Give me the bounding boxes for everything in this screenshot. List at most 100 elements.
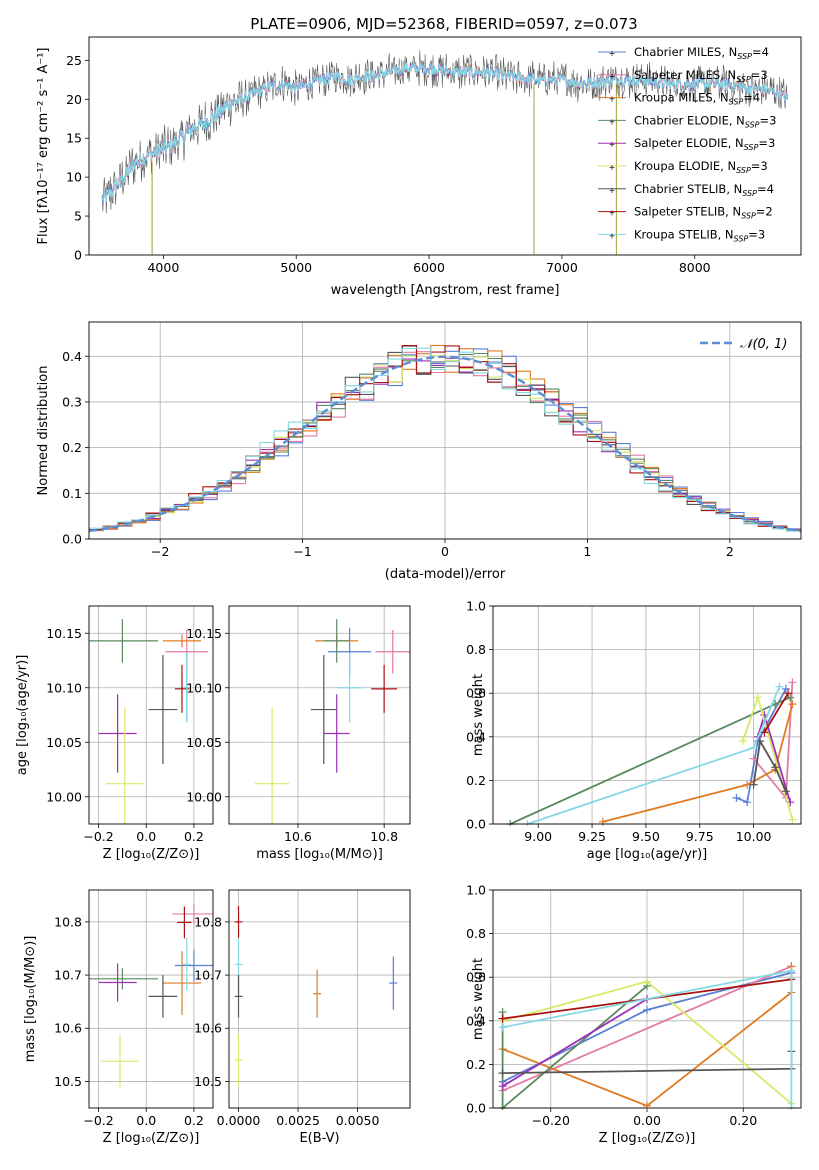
mass_vs_Z-ytick-label: 10.6 [54,1021,82,1036]
residual-legend: 𝒩(0, 1) [700,337,787,352]
mass_weight_vs_age-xtick-label: 9.25 [578,829,606,844]
mass_vs_ebv-ytick-label: 10.8 [194,914,222,929]
mass_vs_ebv-ytick-label: 10.6 [194,1021,222,1036]
mass_vs_Z-xtick-label: 0.0 [136,1113,156,1128]
age_vs_Z-frame [88,605,214,825]
mass_vs_ebv-xtick-label: 0.0050 [336,1113,380,1128]
mass_weight_vs_Z-marker-chabrier_miles [643,1005,651,1014]
mass_weight_vs_age-marker-salpeter_miles [788,678,797,687]
spectrum-legend-label: Kroupa ELODIE, NSSP=3 [634,159,768,175]
spectrum-legend-label: Kroupa STELIB, NSSP=3 [634,227,765,243]
residuals-ytick-label: 0.3 [62,394,82,409]
age_vs_Z-ytick-label: 10.00 [46,789,82,804]
mass_weight_vs_Z-xlabel: Z [log₁₀(Z/Z⊙)] [599,1131,696,1146]
mass_weight_vs_age-marker-kroupa_miles [788,700,797,709]
mass_vs_Z-ylabel: mass [log₁₀(M/M⊙)] [23,936,38,1063]
spectrum-legend-label: Chabrier ELODIE, NSSP=3 [634,113,776,129]
spectrum-legend: + Chabrier MILES, NSSP=4 + Salpeter MILES, … [598,45,776,243]
spectrum-legend-label: Salpeter MILES, NSSP=3 [634,68,768,84]
mass_vs_Z-frame [88,889,214,1109]
mass_weight_vs_Z-ytick-label: 0.6 [466,970,486,985]
age_vs_Z-ytick-label: 10.15 [46,626,82,641]
spectrum-ytick-label: 15 [66,131,82,146]
spectrum-legend-marker: + [609,186,616,195]
mass_weight_vs_age-marker-chabrier_stelib [749,780,758,789]
mass_weight_vs_age-line-kroupa_miles [602,703,794,823]
spectrum-xtick-label: 4000 [147,260,179,275]
age_vs_mass-xtick-label: 10.6 [284,829,312,844]
mass_weight_vs_age-ytick-label: 0.0 [466,817,486,832]
mass_weight_vs_age-line-chabrier_stelib [752,738,787,792]
mass_weight_vs_age-marker-kroupa_stelib [749,743,758,752]
spectrum-legend-marker: + [609,209,616,218]
mass_vs_Z-xtick-label: −0.2 [83,1113,113,1128]
mass_weight_vs_Z-marker-kroupa_stelib [787,966,796,975]
mass_weight_vs_Z-marker-kroupa_elodie [643,977,651,986]
spectrum-xtick-label: 8000 [679,260,711,275]
age_vs_Z-points [89,619,209,824]
mass_vs_Z-axes: −0.2 0.0 0.2 10.5 10.6 10.7 10.8 [54,890,213,1128]
mass_weight_vs_age-ytick-label: 0.6 [466,686,486,701]
residuals-xlabel: (data-model)/error [385,567,506,582]
mass_weight_vs_age-marker-kroupa_elodie [738,737,747,746]
mass_weight_vs_age-marker-kroupa_miles [598,817,607,826]
residuals-xtick-label: 1 [583,544,591,559]
residuals-xtick-label: 2 [726,544,734,559]
mass_weight_vs_age-marker-kroupa_elodie [788,815,797,824]
mass_weight_vs_age-marker-salpeter_miles [749,754,758,763]
age_vs_Z-xlabel: Z [log₁₀(Z/Z⊙)] [103,847,200,862]
spectrum-legend-marker: + [609,163,616,172]
mass_weight_vs_age-marker-salpeter_stelib [784,689,793,698]
mass_weight_vs_age-marker-chabrier_stelib [771,763,780,772]
mass_weight_vs_Z-marker-chabrier_stelib [498,1069,507,1078]
spectrum-legend-marker: + [609,231,616,240]
mass_weight_vs_age-axes: 9.00 9.25 9.50 9.75 10.00 0.0 0.2 0.4 0.6 0.8 1.0 [466,599,801,844]
mass_weight_vs_Z-line-salpeter_miles [502,965,792,1092]
mass_weight_vs_age-line-salpeter_stelib [763,692,789,733]
mass_weight_vs_age-marker-chabrier_elodie [786,693,795,702]
mass_weight_vs_Z-line-salpeter_elodie [502,998,648,1087]
spectrum-legend-marker: + [609,95,616,104]
figure-title: PLATE=0906, MJD=52368, FIBERID=0597, z=0… [250,15,637,33]
spectrum-ytick-label: 25 [66,53,82,68]
gaussian-curve [89,355,801,533]
mass_vs_ebv-axes: 0.0000 0.0025 0.0050 10.5 10.6 10.7 10.8 [194,890,410,1128]
mass_weight_vs_age-marker-chabrier_miles [743,798,752,807]
residuals-ytick-label: 0.0 [62,532,82,547]
mass_weight_vs_age-xtick-label: 9.75 [686,829,714,844]
mass_vs_ebv-ytick-label: 10.5 [194,1074,222,1089]
age_vs_Z-ytick-label: 10.05 [46,735,82,750]
mass_weight_vs_age-ylabel: mass weight [471,674,486,756]
mass_weight_vs_Z-xtick-label: 0.00 [633,1113,661,1128]
spectrum-legend-label: Salpeter STELIB, NSSP=2 [634,205,773,221]
spectrum-legend-label: Salpeter ELODIE, NSSP=3 [634,136,775,152]
age_vs_mass-xtick-label: 10.8 [370,829,398,844]
spectrum-legend-marker: + [609,140,616,149]
mass_weight_vs_Z-marker-kroupa_miles [643,1101,651,1110]
mass_vs_Z-ytick-label: 10.8 [54,914,82,929]
age_vs_Z-ytick-label: 10.10 [46,680,82,695]
mass_weight_vs_age-ytick-label: 0.2 [466,773,486,788]
mass_weight_vs_Z-series [498,962,796,1110]
mass_weight_vs_Z-marker-salpeter_stelib [498,1014,507,1023]
mass_vs_Z-ytick-label: 10.5 [54,1074,82,1089]
mass_weight_vs_age-frame [492,605,802,825]
spectrum-ylabel: Flux [fλ10⁻¹⁷ erg cm⁻² s⁻¹ A⁻¹] [36,48,51,245]
age_vs_Z-xtick-label: 0.2 [184,829,204,844]
spectrum-ytick-label: 20 [66,92,82,107]
residuals-xtick-label: −2 [151,544,169,559]
mass_weight_vs_age-marker-chabrier_miles [732,793,741,802]
age_vs_mass-ytick-label: 10.05 [186,735,222,750]
residuals-xtick-label: −1 [293,544,311,559]
residual-histograms [89,344,801,534]
mass_vs_ebv-xtick-label: 0.0025 [276,1113,320,1128]
mass_weight_vs_Z-ytick-label: 0.8 [466,926,486,941]
mass_weight_vs_age-xtick-label: 9.00 [524,829,552,844]
mass_weight_vs_age-marker-chabrier_miles [781,684,790,693]
age_vs_mass-ytick-label: 10.00 [186,789,222,804]
spectrum-frame [88,36,802,256]
spectrum-legend-label: Kroupa MILES, NSSP=4 [634,91,760,107]
mass_weight_vs_Z-ylabel: mass weight [471,958,486,1040]
